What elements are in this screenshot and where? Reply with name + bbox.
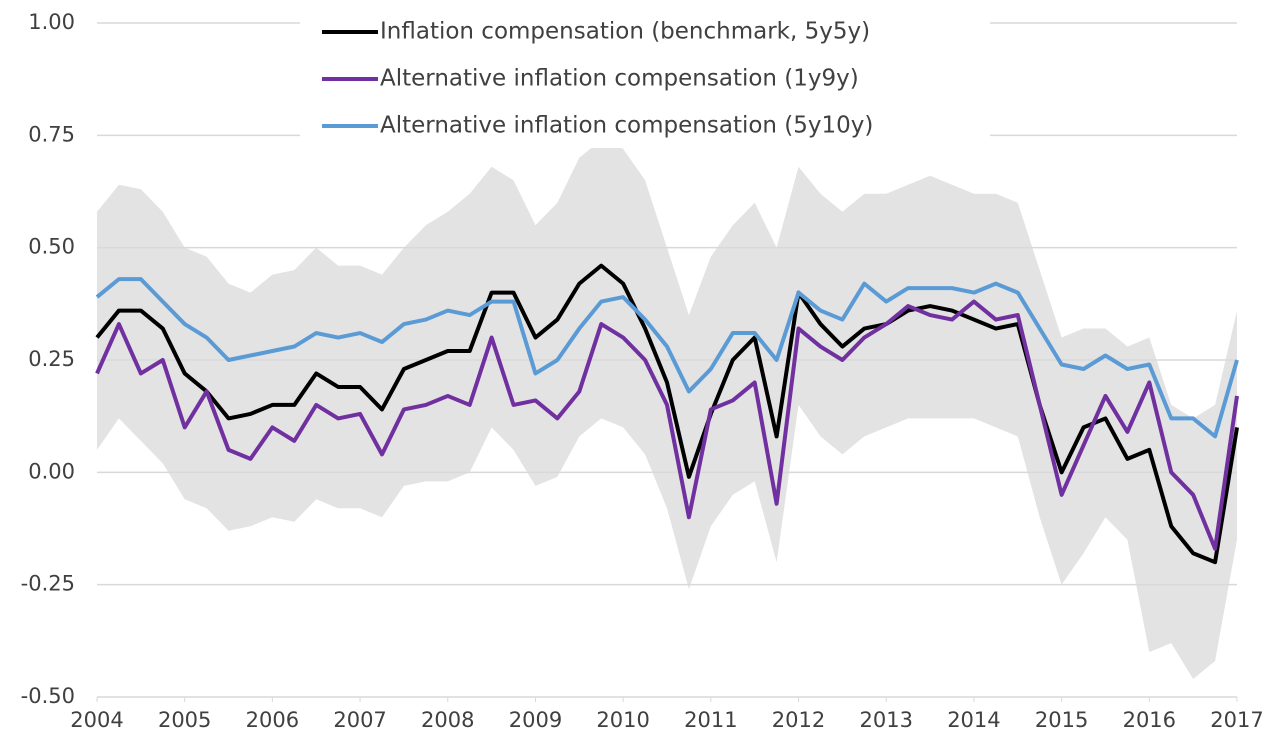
y-tick-label: -0.50 [21,684,75,708]
y-tick-label: 0.25 [28,347,75,371]
x-tick-label: 2008 [421,708,474,732]
legend-background [300,8,990,148]
series-line [95,277,1239,439]
series-line [95,299,1239,551]
legend: Inflation compensation (benchmark, 5y5y)… [300,8,990,148]
x-tick-label: 2017 [1210,708,1263,732]
x-tick-label: 2014 [947,708,1000,732]
legend-label: Alternative inflation compensation (5y10… [380,113,873,139]
x-tick-label: 2006 [246,708,299,732]
x-tick-label: 2005 [158,708,211,732]
x-tick-label: 2012 [772,708,825,732]
y-tick-label: -0.25 [21,572,75,596]
y-tick-label: 0.00 [28,459,75,483]
x-tick-label: 2004 [70,708,123,732]
x-tick-label: 2007 [333,708,386,732]
x-tick-label: 2009 [509,708,562,732]
y-tick-label: 0.50 [28,235,75,259]
legend-label: Alternative inflation compensation (1y9y… [380,66,859,92]
y-tick-label: 0.75 [28,122,75,146]
y-tick-label: 1.00 [28,10,75,34]
legend-label: Inflation compensation (benchmark, 5y5y) [380,19,870,45]
x-tick-label: 2010 [596,708,649,732]
x-tick-label: 2015 [1035,708,1088,732]
x-tick-label: 2013 [860,708,913,732]
x-tick-label: 2011 [684,708,737,732]
x-tick-label: 2016 [1123,708,1176,732]
